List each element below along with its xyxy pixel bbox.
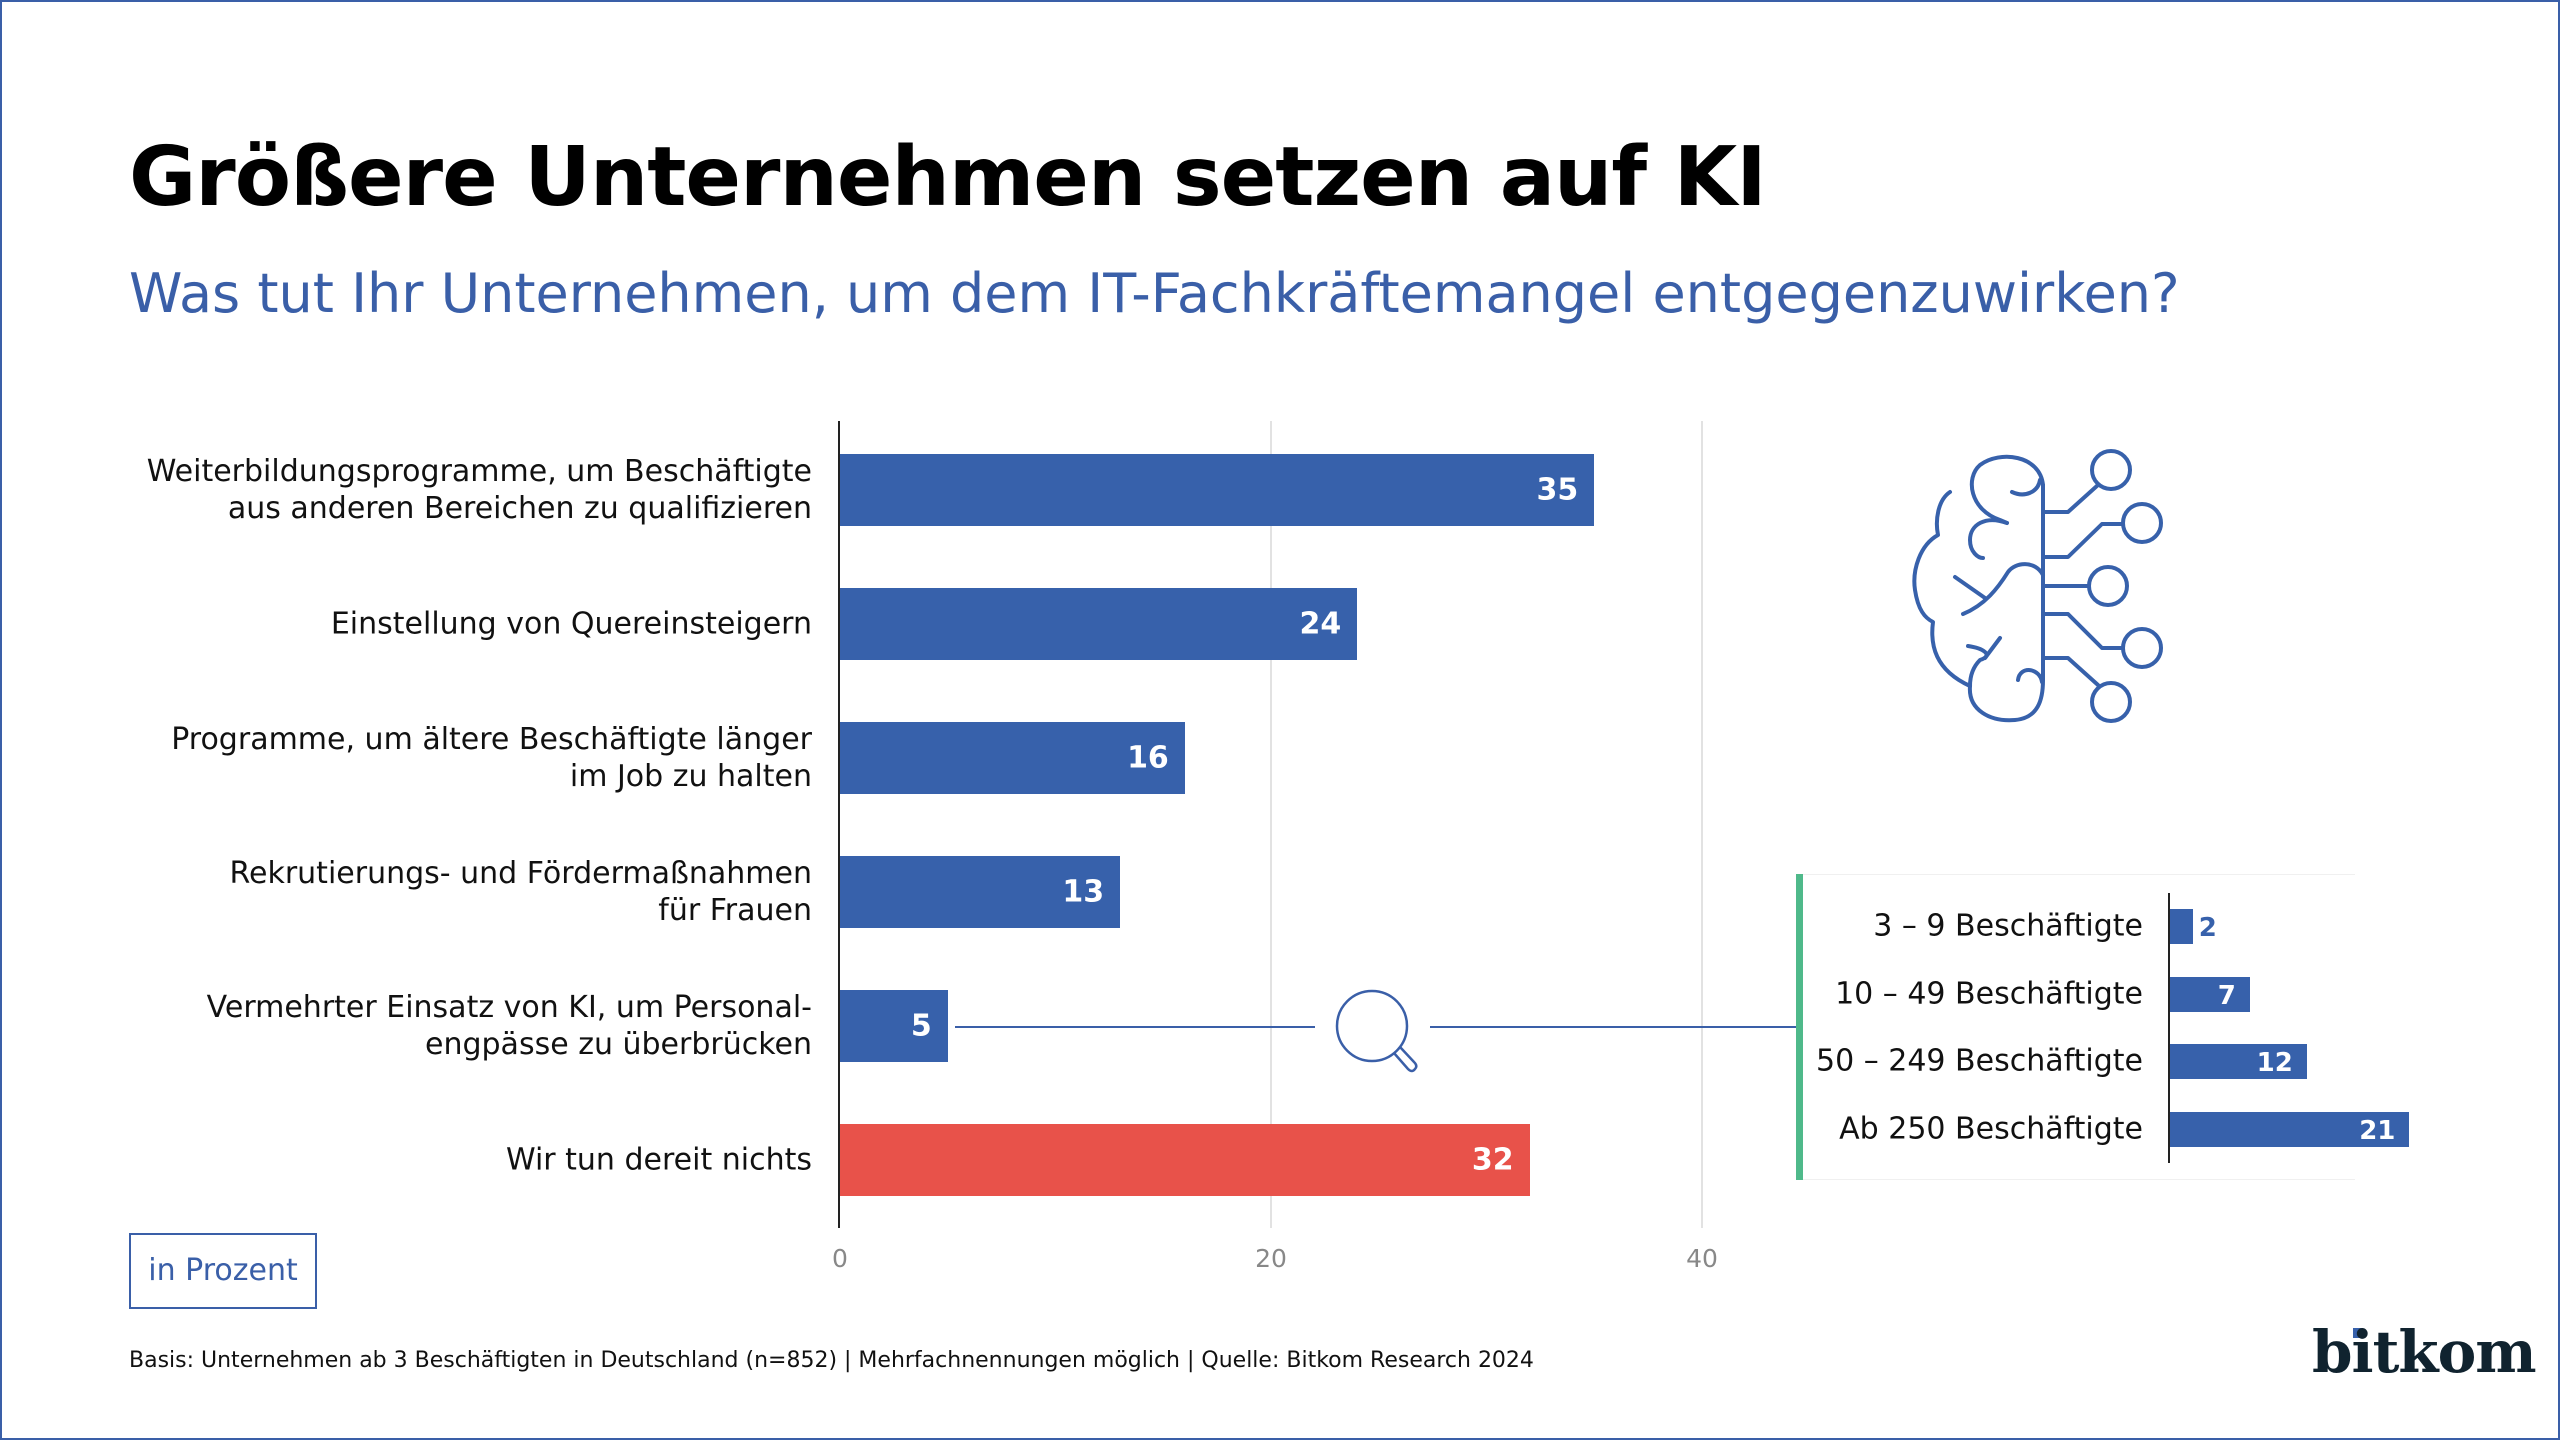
gridline-20 <box>1270 421 1272 1228</box>
x-tick-label: 0 <box>832 1244 848 1273</box>
bar <box>840 722 1185 794</box>
inset-accent-bar <box>1796 874 1803 1180</box>
category-label: Vermehrter Einsatz von KI, um Personal- … <box>206 990 812 1062</box>
inset-category-label: 10 – 49 Beschäftigte <box>1835 976 2143 1011</box>
gridline-40 <box>1701 421 1703 1228</box>
inset-value-label: 12 <box>2256 1048 2293 1078</box>
bar <box>840 454 1595 526</box>
inset-bar <box>2170 1044 2307 1079</box>
connector-line-left <box>955 1026 1315 1028</box>
bar <box>840 588 1358 660</box>
inset-bar <box>2170 909 2193 944</box>
y-axis-line <box>838 421 840 1228</box>
x-tick-label: 20 <box>1255 1244 1287 1273</box>
bar <box>840 856 1121 928</box>
bar <box>840 990 948 1062</box>
source-footnote: Basis: Unternehmen ab 3 Beschäftigten in… <box>129 1348 1534 1373</box>
inset-top-rule <box>1803 874 2355 875</box>
category-label: Weiterbildungsprogramme, um Beschäftigte… <box>146 454 812 526</box>
inset-bar <box>2170 1111 2410 1147</box>
bitkom-logo: bitkom <box>2312 1318 2537 1386</box>
inset-value-label: 2 <box>2198 913 2217 943</box>
value-label: 32 <box>1471 1142 1514 1178</box>
chart-title: Größere Unternehmen setzen auf KI <box>129 130 1767 225</box>
unit-label-box: in Prozent <box>129 1233 317 1309</box>
logo-dot <box>2353 1328 2363 1338</box>
category-label: Wir tun dereit nichts <box>505 1142 812 1178</box>
bar <box>840 1124 1530 1196</box>
value-label: 16 <box>1127 740 1169 776</box>
category-label: Rekrutierungs- und Fördermaßnahmen für F… <box>229 856 813 928</box>
inset-value-label: 21 <box>2359 1115 2396 1146</box>
inset-bottom-rule <box>1803 1179 2355 1180</box>
inset-category-label: 50 – 249 Beschäftigte <box>1816 1043 2143 1079</box>
x-tick-label: 40 <box>1686 1244 1718 1273</box>
chart-subtitle: Was tut Ihr Unternehmen, um dem IT-Fachk… <box>129 262 2180 325</box>
brain-network-icon <box>1912 449 2163 723</box>
category-label: Programme, um ältere Beschäftigte länger… <box>171 722 812 794</box>
inset-value-label: 7 <box>2217 980 2236 1011</box>
inset-category-label: 3 – 9 Beschäftigte <box>1873 908 2143 944</box>
category-label: Einstellung von Quereinsteigern <box>330 606 812 642</box>
magnifier-icon <box>1335 989 1418 1073</box>
inset-bar <box>2170 976 2250 1012</box>
connector-line-right <box>1430 1026 1798 1028</box>
inset-category-label: Ab 250 Beschäftigte <box>1839 1111 2143 1146</box>
value-label: 5 <box>910 1008 932 1044</box>
inset-axis-line <box>2168 893 2170 1163</box>
value-label: 24 <box>1299 606 1342 642</box>
value-label: 13 <box>1062 874 1105 910</box>
value-label: 35 <box>1536 472 1579 508</box>
